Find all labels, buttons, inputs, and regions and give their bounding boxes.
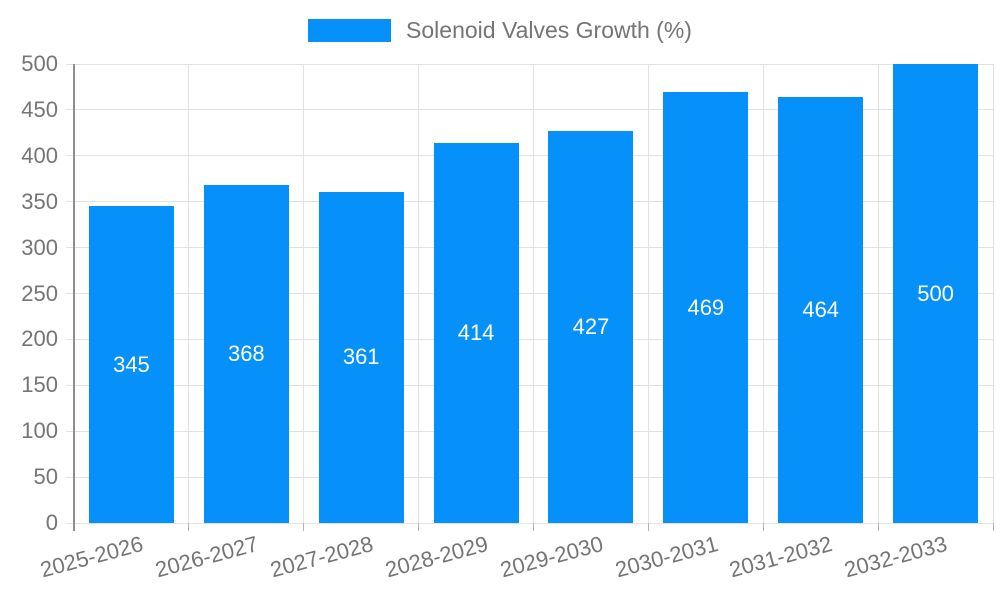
y-tick-label: 200: [21, 326, 58, 352]
x-gridline: [303, 64, 305, 523]
y-tick-mark: [66, 476, 74, 478]
bar-value-label: 368: [227, 341, 265, 367]
x-tick-mark: [992, 523, 994, 531]
y-tick-label: 50: [33, 464, 58, 490]
y-tick-mark: [66, 155, 74, 157]
x-gridline: [992, 64, 994, 523]
x-tick-label: 2029-2030: [497, 531, 606, 583]
x-tick-mark: [877, 523, 879, 531]
bar[interactable]: 500: [893, 64, 979, 523]
y-tick-mark: [66, 63, 74, 65]
bar[interactable]: 361: [318, 191, 404, 523]
y-tick-label: 150: [21, 372, 58, 398]
bar-value-label: 345: [113, 351, 150, 377]
y-tick-label: 100: [21, 418, 58, 444]
y-tick-mark: [66, 384, 74, 386]
legend-swatch: [308, 19, 392, 42]
bar-value-label: 500: [917, 280, 954, 306]
y-tick-label: 400: [21, 142, 58, 168]
y-tick-label: 250: [21, 280, 58, 306]
x-tick-mark: [188, 523, 190, 531]
bar[interactable]: 414: [433, 142, 519, 523]
x-tick-mark: [303, 523, 305, 531]
x-tick-label: 2032-2033: [841, 531, 951, 583]
x-tick-label: 2025-2026: [37, 531, 146, 583]
bar[interactable]: 464: [778, 97, 864, 523]
y-tick-mark: [66, 247, 74, 249]
x-tick-label: 2028-2029: [382, 531, 491, 583]
x-tick-mark: [533, 523, 534, 531]
x-gridline: [418, 64, 420, 523]
x-tick-label: 2031-2032: [727, 531, 836, 583]
y-tick-label: 500: [21, 51, 58, 76]
x-tick-mark: [762, 523, 764, 531]
x-tick-label: 2030-2031: [612, 531, 721, 583]
x-gridline: [188, 64, 190, 523]
x-gridline: [533, 64, 534, 523]
y-tick-mark: [66, 293, 74, 294]
y-tick-label: 0: [45, 510, 58, 535]
y-tick-mark: [66, 430, 74, 432]
x-tick-label: 2027-2028: [267, 531, 376, 583]
legend: Solenoid Valves Growth (%): [0, 17, 1000, 44]
y-axis-line: [73, 64, 75, 531]
bar-value-label: 427: [572, 313, 610, 339]
legend-item[interactable]: Solenoid Valves Growth (%): [308, 17, 692, 44]
y-tick-mark: [66, 338, 74, 340]
bar[interactable]: 345: [88, 206, 174, 523]
bar-value-label: 361: [342, 344, 380, 370]
bar-value-label: 414: [457, 319, 495, 345]
y-tick-mark: [66, 201, 74, 203]
bar-value-label: 469: [687, 294, 725, 320]
legend-label: Solenoid Valves Growth (%): [406, 17, 692, 43]
bar[interactable]: 427: [548, 131, 634, 523]
x-tick-label: 2026-2027: [152, 531, 261, 583]
y-tick-mark: [66, 109, 74, 111]
x-tick-mark: [418, 523, 420, 531]
x-gridline: [877, 64, 879, 523]
bar-value-label: 464: [802, 297, 840, 323]
x-gridline: [762, 64, 764, 523]
y-tick-label: 450: [21, 96, 58, 122]
y-tick-label: 300: [21, 234, 58, 260]
bar[interactable]: 368: [203, 185, 289, 523]
x-tick-mark: [647, 523, 649, 531]
x-gridline: [647, 64, 649, 523]
y-tick-mark: [66, 522, 74, 524]
y-tick-label: 350: [21, 188, 58, 214]
bar[interactable]: 469: [663, 92, 749, 523]
